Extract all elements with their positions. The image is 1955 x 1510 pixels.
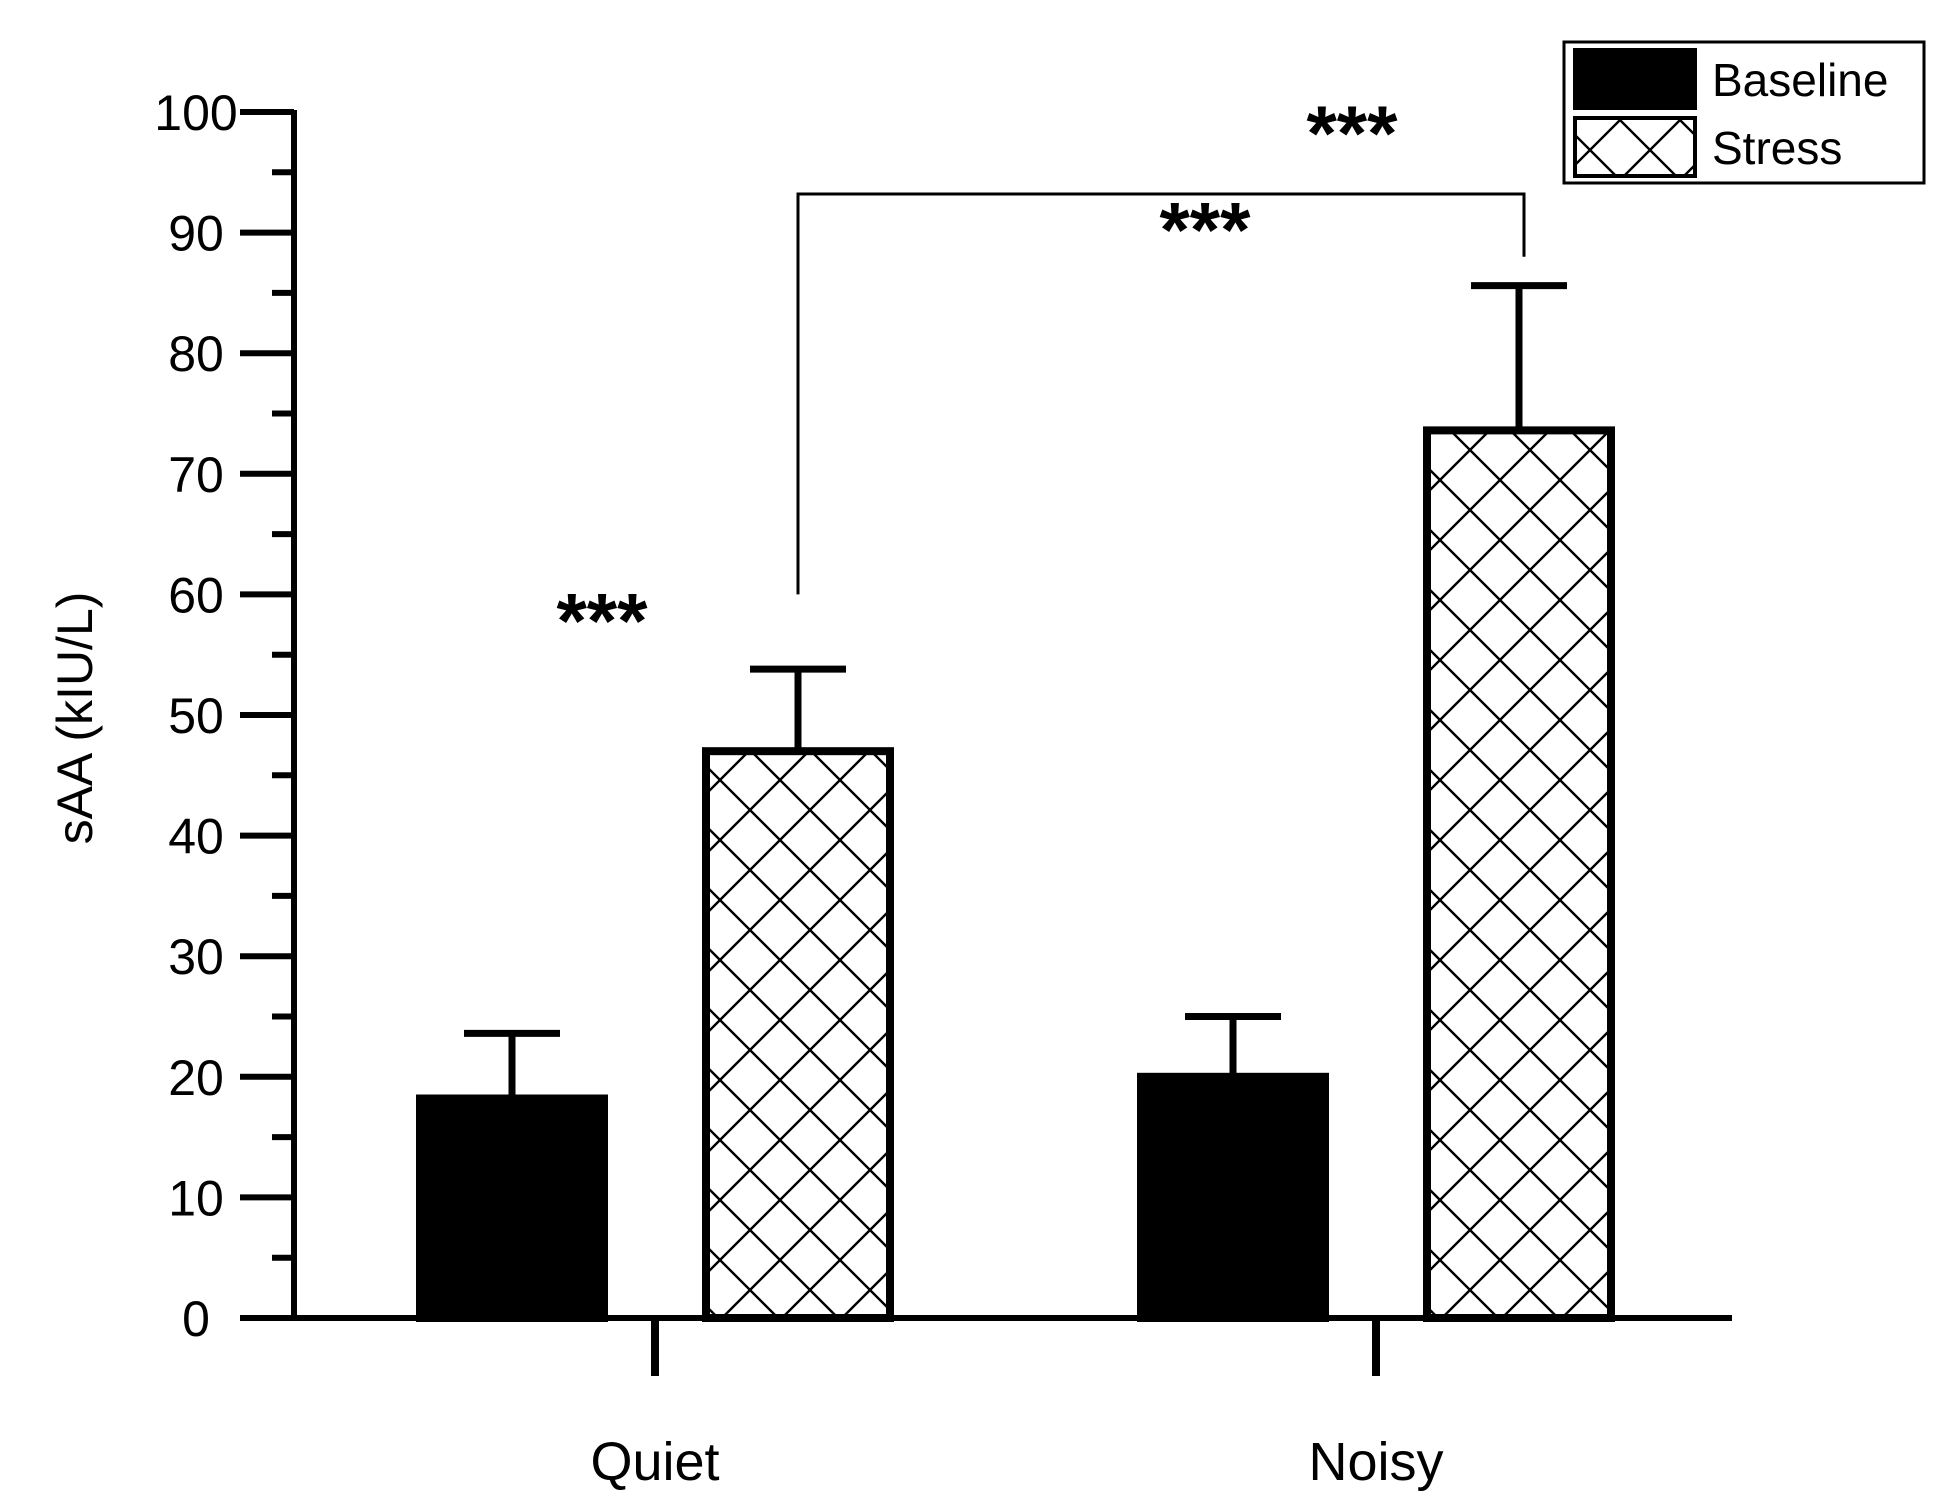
x-tick-label: Noisy	[1308, 1432, 1443, 1492]
y-tick-label: 0	[182, 1291, 210, 1347]
x-tick-label: Quiet	[590, 1432, 719, 1492]
y-tick-label: 20	[168, 1050, 224, 1106]
legend-label-stress: Stress	[1712, 122, 1842, 174]
significance-marker: ***	[556, 576, 648, 664]
y-tick-label: 30	[168, 929, 224, 985]
significance-marker: ***	[1159, 186, 1251, 274]
legend: Baseline Stress	[1562, 40, 1926, 185]
legend-label-baseline: Baseline	[1712, 54, 1888, 106]
comparison-bracket	[796, 192, 1526, 595]
y-tick-label: 10	[168, 1170, 224, 1226]
y-tick-label: 70	[168, 447, 224, 503]
bar-stress-noisy	[1423, 426, 1615, 1323]
plot-area: 0 10 20 30 40 50 60 70 80 90 100 Quiet Noisy *** *** **…	[154, 85, 1732, 1492]
legend-swatch-baseline	[1573, 48, 1697, 110]
y-tick-label: 90	[168, 206, 224, 262]
y-axis-title: sAA (kIU/L)	[47, 592, 103, 845]
significance-marker: ***	[1306, 89, 1398, 177]
legend-swatch-stress	[1573, 116, 1697, 178]
y-tick-label: 80	[168, 326, 224, 382]
bar-baseline-quiet	[416, 1094, 608, 1323]
y-tick-label: 40	[168, 809, 224, 865]
y-tick-label: 60	[168, 567, 224, 623]
y-tick-label: 50	[168, 688, 224, 744]
bar-baseline-noisy	[1137, 1072, 1329, 1323]
bar-stress-quiet	[702, 747, 894, 1322]
y-tick-label: 100	[154, 85, 237, 141]
